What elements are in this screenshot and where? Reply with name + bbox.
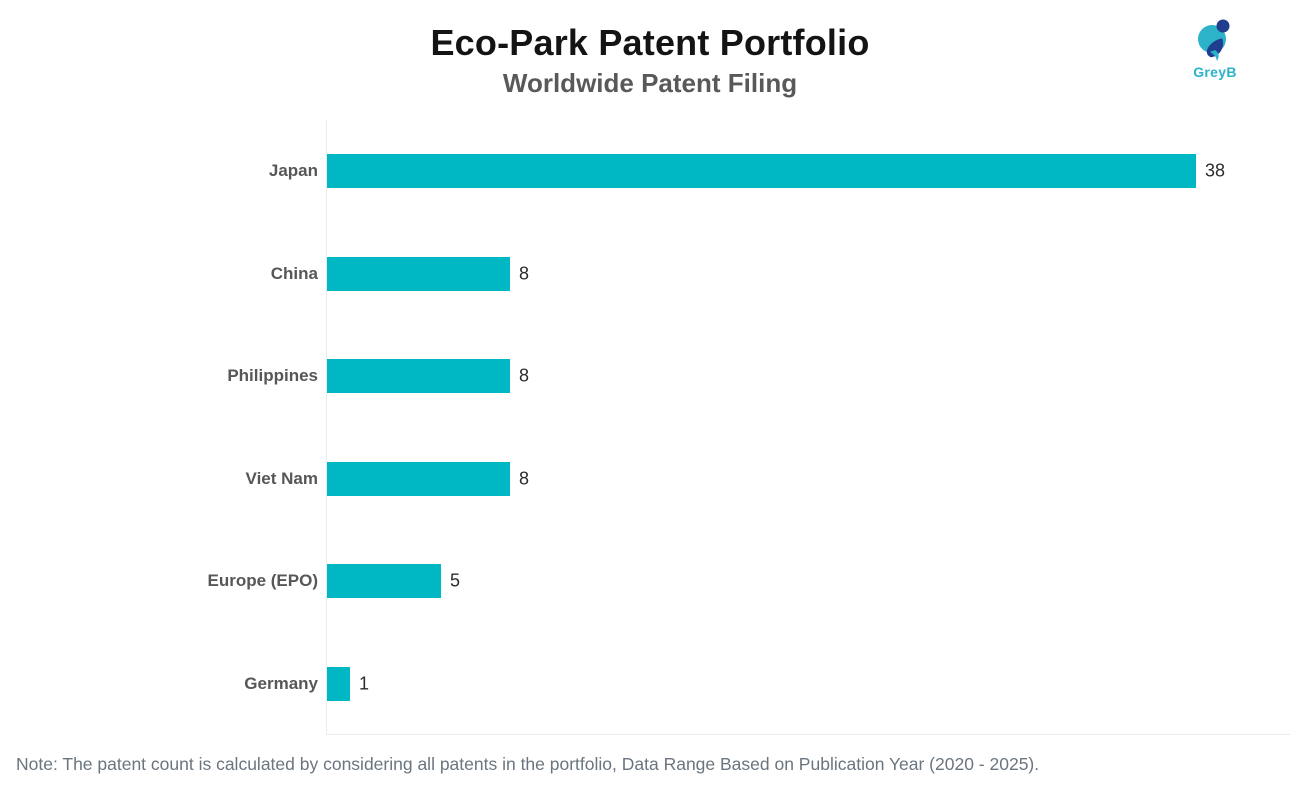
- bar-viet-nam: [327, 461, 510, 496]
- greyb-logo: GreyB: [1183, 16, 1247, 80]
- value-label: 8: [519, 365, 530, 386]
- bar-track: 1: [327, 666, 1290, 701]
- bar-row: Viet Nam 8: [246, 428, 1290, 531]
- chart-subtitle: Worldwide Patent Filing: [502, 68, 798, 98]
- category-label: Europe (EPO): [207, 571, 318, 591]
- greyb-logo-text: GreyB: [1193, 64, 1237, 80]
- bar-track: 5: [327, 564, 1290, 599]
- category-label: Germany: [244, 673, 318, 693]
- value-label: 8: [519, 263, 530, 284]
- value-label: 38: [1205, 160, 1226, 181]
- bar-germany: [327, 666, 350, 701]
- value-label: 1: [359, 673, 370, 694]
- category-label: Philippines: [227, 366, 318, 386]
- chart-rows: Japan 38 China 8 Philippines 8 Viet Nam 8 Europe…: [207, 120, 1290, 736]
- category-label: Viet Nam: [245, 468, 318, 488]
- bar-row: Philippines 8: [227, 325, 1290, 428]
- bar-row: Germany 1: [244, 633, 1290, 736]
- bar-row: Japan 38: [269, 120, 1290, 223]
- bar-track: 38: [327, 154, 1290, 189]
- greyb-logo-icon: [1198, 19, 1230, 61]
- bar-chart: Japan 38 China 8 Philippines 8 Viet Nam 8 Europe…: [207, 120, 1290, 736]
- chart-title: Eco-Park Patent Portfolio: [430, 22, 870, 63]
- bar-japan: [327, 154, 1196, 189]
- bar-china: [327, 256, 510, 291]
- footnote: Note: The patent count is calculated by …: [16, 754, 1040, 774]
- bar-track: 8: [327, 359, 1290, 394]
- bar-europe-epo: [327, 564, 441, 599]
- bar-row: Europe (EPO) 5: [207, 530, 1290, 633]
- bar-philippines: [327, 359, 510, 394]
- bar-track: 8: [327, 461, 1290, 496]
- bar-row: China 8: [271, 223, 1290, 326]
- value-label: 8: [519, 468, 530, 489]
- category-label: Japan: [268, 161, 318, 181]
- bar-track: 8: [327, 256, 1290, 291]
- value-label: 5: [450, 570, 461, 591]
- chart-header: Eco-Park Patent Portfolio Worldwide Pate…: [0, 0, 1300, 99]
- category-label: China: [270, 263, 318, 283]
